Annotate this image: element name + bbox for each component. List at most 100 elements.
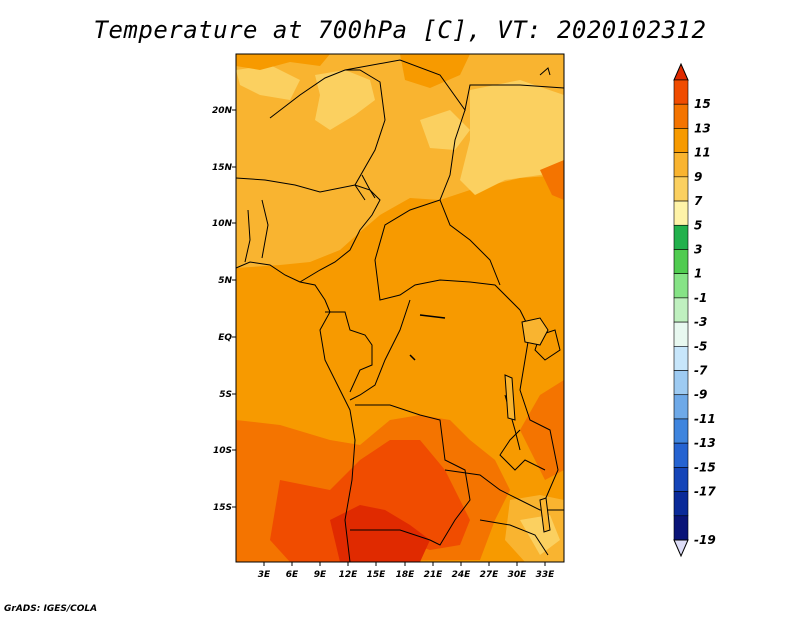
field-pocket-northeast-warm (400, 54, 470, 88)
lat-tick-label: 5N (218, 276, 232, 286)
colorbar-label: 9 (694, 170, 702, 184)
colorbar-segment (673, 467, 689, 492)
colorbar-label: 7 (694, 194, 703, 208)
lon-tick-label: 24E (452, 570, 472, 580)
lake-malawi (539, 497, 551, 533)
field-patch-northeast (460, 80, 564, 195)
colorbar-label: -13 (694, 436, 716, 450)
border-line (374, 109, 521, 311)
field-patch-north-edge (236, 65, 300, 100)
lon-tick-label: 33E (536, 570, 556, 580)
colorbar-segment (673, 370, 689, 396)
lat-tick-label: 10S (213, 446, 232, 456)
field-patch-sahel (315, 70, 375, 130)
lat-tick-label: 10N (212, 219, 233, 229)
border-line (325, 311, 373, 393)
colorbar-bottom-arrow (673, 539, 689, 558)
colorbar-segment (673, 79, 689, 105)
field-pocket-east-warm (540, 160, 564, 200)
border-line (235, 177, 381, 283)
lon-tick-label: 3E (258, 570, 271, 580)
map-title: Temperature at 700hPa [C], VT: 202010231… (93, 16, 707, 44)
border-line (244, 209, 251, 263)
lon-tick-label: 21E (424, 570, 444, 580)
colorbar-segment (673, 249, 689, 274)
border-line (499, 429, 546, 471)
colorbar-labels: 15 13 11 9 7 5 3 1 -1 -3 -5 -7 -9 -11 -13 -15 -17 -19 (694, 97, 716, 547)
colorbar-label: 13 (694, 121, 711, 135)
colorbar-segment (673, 176, 689, 202)
colorbar-segment (673, 152, 689, 178)
lat-tick-label: 15S (213, 503, 232, 513)
lake-victoria (521, 317, 549, 346)
colorbar-segment (673, 346, 689, 371)
field-region-south-hot (270, 440, 470, 562)
border-line (479, 519, 549, 556)
border-line (419, 314, 446, 319)
border-line (235, 261, 356, 563)
latitude-labels: 20N 15N 10N 5N EQ 5S 10S 15S (212, 106, 233, 513)
border-line (350, 404, 471, 546)
colorbar-label: 3 (694, 242, 702, 256)
colorbar-label: 11 (694, 146, 711, 160)
border-line (261, 199, 269, 259)
borders-layer (235, 59, 565, 563)
lon-tick-label: 30E (508, 570, 528, 580)
colorbar-label: -3 (694, 315, 707, 329)
colorbar-segment (673, 128, 689, 153)
border-line (269, 69, 386, 201)
temperature-field (236, 54, 564, 562)
colorbar-segment (673, 321, 689, 347)
lake-tanganyika (504, 374, 516, 421)
lat-tick-label: 5S (219, 390, 232, 400)
longitude-labels: 3E 6E 9E 12E 15E 18E 21E 24E 27E 30E 33E (258, 570, 555, 580)
lakes-layer (504, 317, 551, 533)
colorbar-segment (673, 273, 689, 299)
colorbar-label: -11 (694, 412, 716, 426)
colorbar-segment (673, 442, 689, 468)
lon-tick-label: 27E (480, 570, 500, 580)
colorbar-label: -1 (694, 291, 707, 305)
lon-tick-label: 12E (339, 570, 359, 580)
field-patch-southeast-light (520, 515, 560, 555)
border-line (534, 329, 561, 361)
border-line (439, 199, 501, 286)
lat-tick-label: 20N (212, 106, 233, 116)
lon-tick-label: 18E (396, 570, 416, 580)
lon-tick-label: 9E (314, 570, 327, 580)
lon-tick-label: 6E (286, 570, 299, 580)
colorbar-label: 5 (694, 218, 702, 232)
colorbar-label: 15 (694, 97, 711, 111)
field-pocket-north-warm (236, 54, 330, 70)
colorbar-segment (673, 418, 689, 444)
colorbar-label: -19 (694, 533, 716, 547)
field-core-hottest (330, 505, 430, 562)
colorbar (673, 62, 689, 558)
lat-tick-label: EQ (218, 333, 232, 343)
border-line (349, 299, 411, 401)
colorbar-top-arrow (673, 62, 689, 81)
border-line (361, 174, 376, 199)
field-region-east-warm (520, 380, 564, 480)
colorbar-segment (673, 200, 689, 226)
colorbar-segment (673, 297, 689, 323)
lat-tick-label: 15N (212, 163, 233, 173)
border-line (409, 354, 416, 361)
colorbar-segment (673, 515, 689, 541)
colorbar-label: -5 (694, 339, 707, 353)
footer-credit: GrADS: IGES/COLA (4, 604, 98, 614)
colorbar-label: -7 (694, 364, 708, 378)
colorbar-segment (673, 103, 689, 129)
colorbar-label: 1 (694, 267, 702, 281)
colorbar-label: -17 (694, 485, 716, 499)
map-axis-ticks (232, 109, 546, 566)
lon-tick-label: 15E (367, 570, 387, 580)
colorbar-segment (673, 491, 689, 517)
field-patch-sudan (420, 110, 470, 150)
map-frame (235, 53, 565, 563)
colorbar-label: -9 (694, 388, 707, 402)
border-line (539, 67, 551, 76)
colorbar-segment (673, 394, 689, 420)
colorbar-label: -15 (694, 460, 716, 474)
